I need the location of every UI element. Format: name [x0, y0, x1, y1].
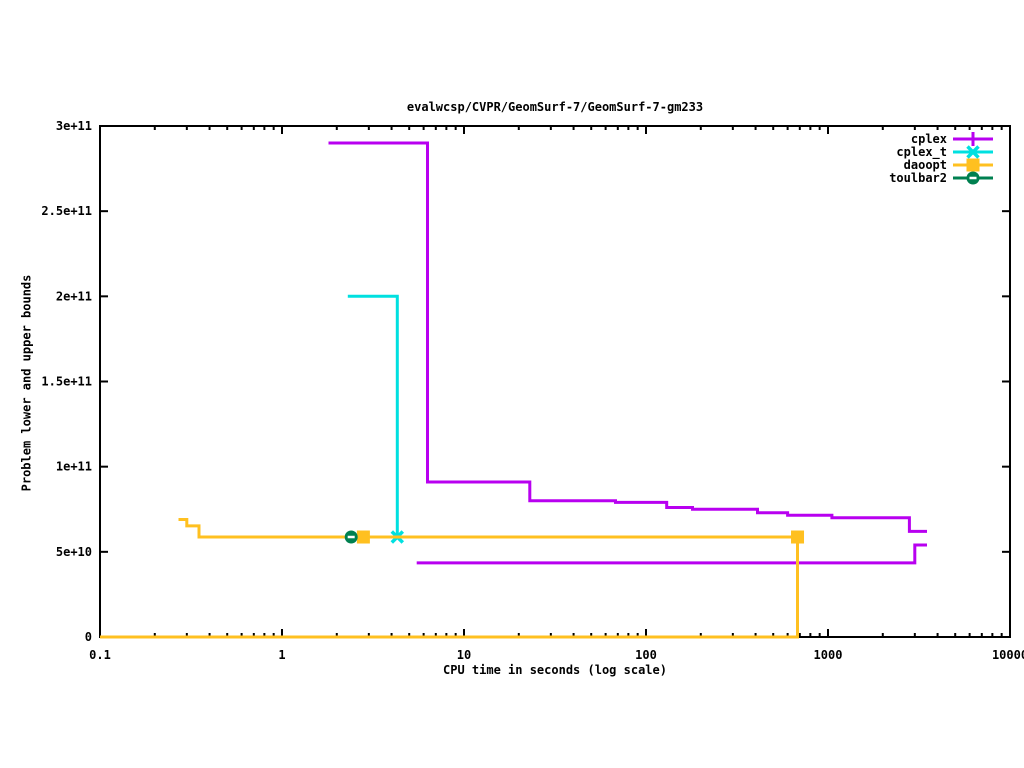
- x-tick-label: 1: [278, 648, 285, 662]
- legend-marker-cplex_t: [966, 145, 980, 159]
- y-tick-label: 5e+10: [56, 545, 92, 559]
- legend-marker-cplex: [966, 132, 980, 146]
- x-axis-label: CPU time in seconds (log scale): [443, 663, 667, 677]
- y-tick-label: 1e+11: [56, 460, 92, 474]
- legend-item-daoopt: daoopt: [904, 158, 993, 172]
- x-tick-label: 10: [457, 648, 471, 662]
- series-cplex: [328, 141, 927, 565]
- legend-marker-daoopt: [966, 158, 980, 172]
- axis-ticks: [99, 125, 1011, 638]
- x-tick-label: 100: [635, 648, 657, 662]
- x-tick-label: 0.1: [89, 648, 111, 662]
- legend-marker-toulbar2: [966, 171, 980, 185]
- cplex-lower_bound-line: [416, 543, 927, 565]
- x-tick-label: 1000: [814, 648, 843, 662]
- legend-item-toulbar2: toulbar2: [889, 171, 993, 185]
- y-tick-label: 2e+11: [56, 289, 92, 303]
- cplex-upper_bound-line: [328, 141, 927, 533]
- chart-title: evalwcsp/CVPR/GeomSurf-7/GeomSurf-7-gm23…: [406, 100, 704, 114]
- legend-item-cplex: cplex: [911, 132, 993, 146]
- daoopt-upper_bound-line: [178, 518, 798, 539]
- legend-label-toulbar2: toulbar2: [889, 171, 947, 185]
- toulbar2-marker: [344, 530, 358, 544]
- y-tick-label: 3e+11: [56, 119, 92, 133]
- legend-item-cplex_t: cplex_t: [896, 145, 993, 160]
- legend-label-cplex: cplex: [911, 132, 947, 146]
- daoopt-lower_bound-line: [100, 537, 799, 639]
- y-tick-label: 2.5e+11: [41, 204, 92, 218]
- legend-label-cplex_t: cplex_t: [896, 145, 947, 160]
- legend-label-daoopt: daoopt: [904, 158, 947, 172]
- series-toulbar2: [344, 530, 358, 544]
- cplex_t-upper_bound-line: [347, 294, 399, 537]
- plot-frame: [99, 125, 1011, 638]
- y-tick-label: 1.5e+11: [41, 375, 92, 389]
- daoopt-marker: [791, 530, 805, 544]
- daoopt-marker: [356, 530, 370, 544]
- series-daoopt: [100, 518, 805, 639]
- y-tick-label: 0: [85, 630, 92, 644]
- series-cplex_t: [347, 294, 405, 544]
